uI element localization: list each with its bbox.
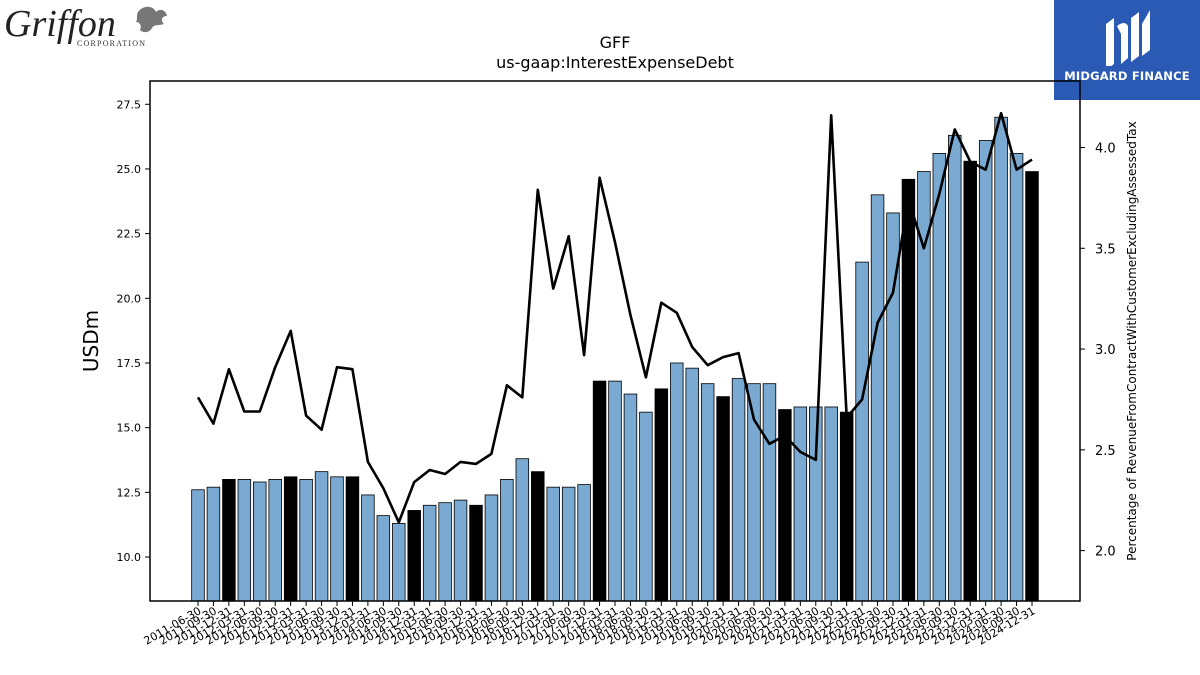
bar-2015-09-30	[453, 499, 468, 602]
griffon-logo: Griffon CORPORATION	[4, 2, 169, 50]
bar-2012-12-31	[283, 476, 298, 602]
bar-2023-06-30	[932, 153, 947, 602]
bar-2018-03-31	[608, 380, 622, 602]
bar-2018-06-30	[623, 393, 638, 602]
bar-series	[191, 116, 1039, 602]
bar-2022-06-30	[870, 194, 885, 602]
bar-2021-09-30	[824, 406, 838, 602]
y2-tick-label: 2.0	[1095, 545, 1116, 560]
y2-tick-label: 2.5	[1095, 444, 1116, 459]
bar-2018-09-30	[639, 411, 653, 602]
bar-2017-09-30	[577, 484, 591, 602]
y2-axis-label: Percentage of RevenueFromContractWithCus…	[1125, 121, 1139, 560]
bar-2013-06-30	[314, 471, 329, 602]
bar-2015-03-31	[422, 504, 437, 602]
bar-2024-09-30	[1009, 153, 1024, 602]
line-series	[196, 111, 1033, 524]
y2-tick-label: 4.0	[1095, 142, 1116, 157]
bar-2012-03-31	[237, 479, 252, 602]
bar-2015-12-31	[469, 504, 483, 602]
bar-2016-12-31	[531, 471, 545, 602]
bar-2022-12-31	[901, 178, 916, 602]
y-tick-label: 25.0	[117, 163, 142, 176]
y2-tick-label: 3.0	[1095, 343, 1116, 358]
chart-title: GFF	[600, 33, 631, 52]
bar-2021-03-31	[793, 406, 808, 602]
bar-2012-09-30	[268, 479, 282, 602]
bar-2023-12-31	[963, 160, 977, 602]
y-tick-label: 27.5	[117, 98, 142, 111]
bar-2014-09-30	[392, 522, 406, 602]
bar-2023-09-30	[948, 134, 962, 602]
x-axis: 2011-06-302011-09-302011-12-312012-03-31…	[142, 601, 1038, 648]
bar-2016-09-30	[515, 458, 530, 602]
bar-2024-03-31	[978, 140, 993, 602]
bar-2014-03-31	[361, 494, 375, 602]
bar-2020-03-31	[731, 378, 746, 602]
bar-2014-06-30	[376, 515, 391, 602]
y-tick-label: 12.5	[117, 486, 142, 499]
bar-2016-03-31	[484, 494, 499, 602]
midgard-logo-text: MIDGARD FINANCE	[1064, 69, 1190, 83]
y-tick-label: 17.5	[117, 357, 142, 370]
bar-2013-12-31	[345, 476, 360, 602]
y-tick-label: 22.5	[117, 228, 142, 241]
bar-2013-09-30	[330, 476, 344, 602]
bar-2019-12-31	[716, 396, 730, 602]
bar-2016-06-30	[500, 479, 514, 602]
y-tick-label: 10.0	[117, 551, 142, 564]
percentage-line	[196, 111, 1033, 524]
bar-2018-12-31	[654, 388, 669, 602]
y-tick-label: 15.0	[117, 422, 142, 435]
bar-2014-12-31	[407, 510, 421, 602]
bar-2011-12-31	[222, 479, 236, 602]
bar-2024-12-31	[1025, 171, 1039, 602]
y2-tick-label: 3.5	[1095, 242, 1116, 257]
bar-2019-06-30	[685, 367, 699, 602]
bar-2019-09-30	[700, 383, 715, 602]
griffon-logo-name: Griffon	[4, 3, 116, 45]
bar-2011-06-30	[191, 489, 205, 602]
bar-2017-12-31	[592, 380, 607, 602]
y-axis-label: USDm	[79, 310, 103, 372]
bar-2017-03-31	[546, 486, 560, 602]
bar-2013-03-31	[299, 479, 313, 602]
midgard-emblem-icon	[1106, 10, 1150, 66]
bar-2019-03-31	[670, 362, 684, 602]
chart-subtitle: us-gaap:InterestExpenseDebt	[496, 53, 734, 72]
bar-2022-03-31	[855, 261, 869, 602]
bar-2024-06-30	[994, 116, 1008, 602]
bar-2015-06-30	[438, 502, 452, 602]
bar-2011-09-30	[206, 486, 221, 602]
bar-2020-09-30	[762, 383, 777, 602]
y-tick-label: 20.0	[117, 292, 142, 305]
bar-2012-06-30	[253, 481, 267, 602]
bar-2021-12-31	[839, 411, 854, 602]
griffon-logo-sub: CORPORATION	[77, 39, 146, 48]
bar-2017-06-30	[561, 486, 576, 602]
y-axis-left: 10.0 12.5 15.0 17.5 20.0 22.5 25.0 27.5	[117, 98, 150, 564]
midgard-finance-logo: MIDGARD FINANCE	[1054, 0, 1200, 100]
griffin-emblem-icon	[136, 6, 167, 33]
y-axis-right: 2.0 2.5 3.0 3.5 4.0	[1080, 142, 1116, 560]
